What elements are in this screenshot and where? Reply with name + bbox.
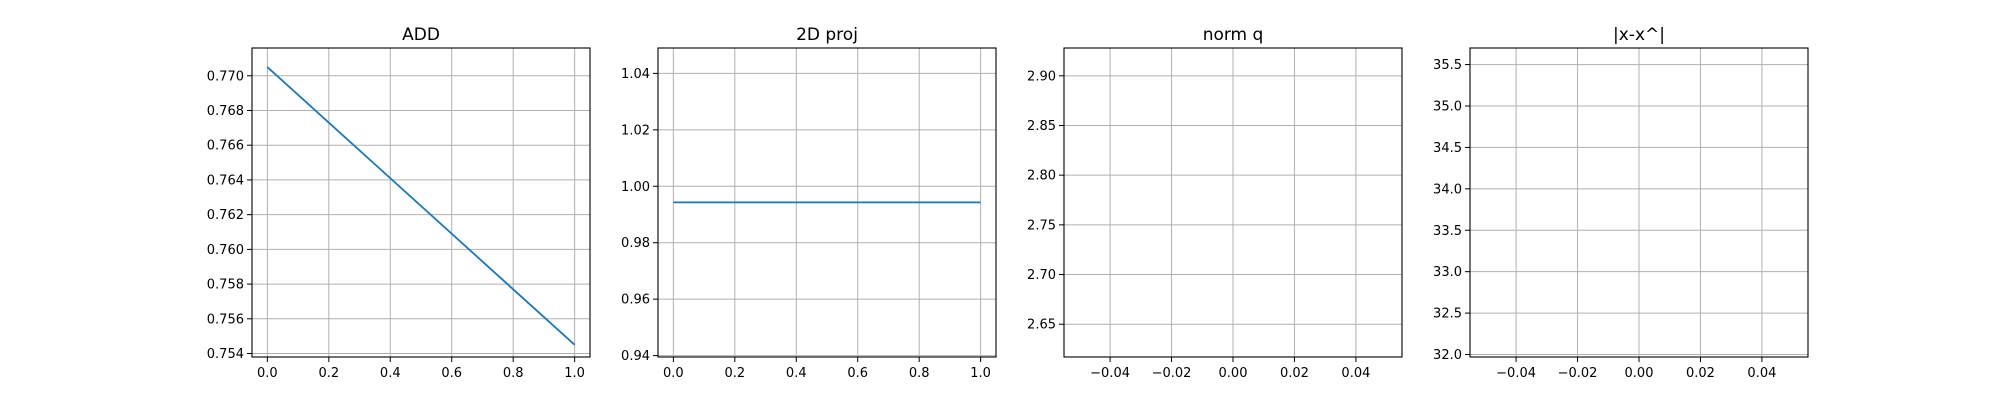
y-tick-label-5: 0.764 [207,173,244,188]
x-tick-label-0: −0.04 [1090,366,1130,381]
y-tick-label-4: 34.0 [1433,182,1462,197]
x-tick-label-1: 0.2 [724,366,745,381]
x-tick-label-1: 0.2 [318,366,339,381]
y-tick-label-2: 0.758 [207,278,244,293]
chart-title: norm q [1203,25,1264,45]
chart-title: |x-x^| [1613,25,1665,45]
y-tick-label-2: 2.75 [1027,218,1056,233]
y-tick-label-0: 2.65 [1027,318,1056,333]
y-tick-label-4: 2.85 [1027,119,1056,134]
y-tick-label-1: 0.756 [207,312,244,327]
y-tick-label-6: 0.766 [207,139,244,154]
x-tick-label-5: 1.0 [564,366,585,381]
y-tick-label-6: 35.0 [1433,99,1462,114]
y-tick-label-7: 0.768 [207,104,244,119]
x-tick-label-4: 0.8 [909,366,930,381]
y-tick-label-5: 34.5 [1433,141,1462,156]
y-tick-label-2: 0.98 [621,236,650,251]
y-tick-label-2: 33.0 [1433,265,1462,280]
chart-panel-4: −0.04 −0.02 0.00 0.02 0.04 32.0 32.5 33.0 33.5 34… [1433,25,1809,381]
x-tick-label-1: −0.02 [1558,366,1598,381]
x-tick-label-2: 0.4 [380,366,401,381]
x-tick-label-3: 0.02 [1280,366,1309,381]
chart-panel-3: −0.04 −0.02 0.00 0.02 0.04 2.65 2.70 2.75 2.80 2.… [1027,25,1403,381]
y-tick-label-0: 32.0 [1433,348,1462,363]
series-line-0 [266,66,576,346]
y-tick-label-3: 1.00 [621,180,650,195]
x-tick-label-2: 0.00 [1219,366,1248,381]
y-tick-label-5: 1.04 [621,67,650,82]
y-tick-label-1: 32.5 [1433,307,1462,322]
y-tick-label-8: 0.770 [207,69,244,84]
y-tick-label-5: 2.90 [1027,69,1056,84]
chart-title: 2D proj [796,25,858,45]
x-tick-label-5: 1.0 [970,366,991,381]
y-tick-label-0: 0.754 [207,347,244,362]
x-tick-label-4: 0.04 [1747,366,1776,381]
y-tick-label-1: 0.96 [621,293,650,308]
chart-panel-2: 0.0 0.2 0.4 0.6 0.8 1.0 0.94 0.96 0.98 1.00 1.02 1.… [621,25,997,381]
x-tick-label-0: 0.0 [257,366,278,381]
axes-frame [251,47,591,358]
y-tick-label-0: 0.94 [621,349,650,364]
chart-title: ADD [402,25,440,45]
y-tick-label-3: 33.5 [1433,224,1462,239]
x-tick-label-0: −0.04 [1496,366,1536,381]
x-tick-label-4: 0.8 [503,366,524,381]
x-tick-label-4: 0.04 [1341,366,1370,381]
y-tick-label-1: 2.70 [1027,268,1056,283]
y-tick-label-4: 1.02 [621,123,650,138]
x-tick-label-3: 0.6 [847,366,868,381]
x-tick-label-3: 0.6 [441,366,462,381]
y-tick-label-3: 0.760 [207,243,244,258]
x-tick-label-3: 0.02 [1686,366,1715,381]
axes-frame [657,47,997,358]
y-tick-label-3: 2.80 [1027,169,1056,184]
x-tick-label-1: −0.02 [1152,366,1192,381]
y-tick-label-4: 0.762 [207,208,244,223]
chart-panel-1: 0.0 0.2 0.4 0.6 0.8 1.0 0.754 0.756 0.758 0.760 0.… [207,25,591,381]
y-tick-label-7: 35.5 [1433,58,1462,73]
x-tick-label-0: 0.0 [663,366,684,381]
x-tick-label-2: 0.00 [1625,366,1654,381]
x-tick-label-2: 0.4 [786,366,807,381]
